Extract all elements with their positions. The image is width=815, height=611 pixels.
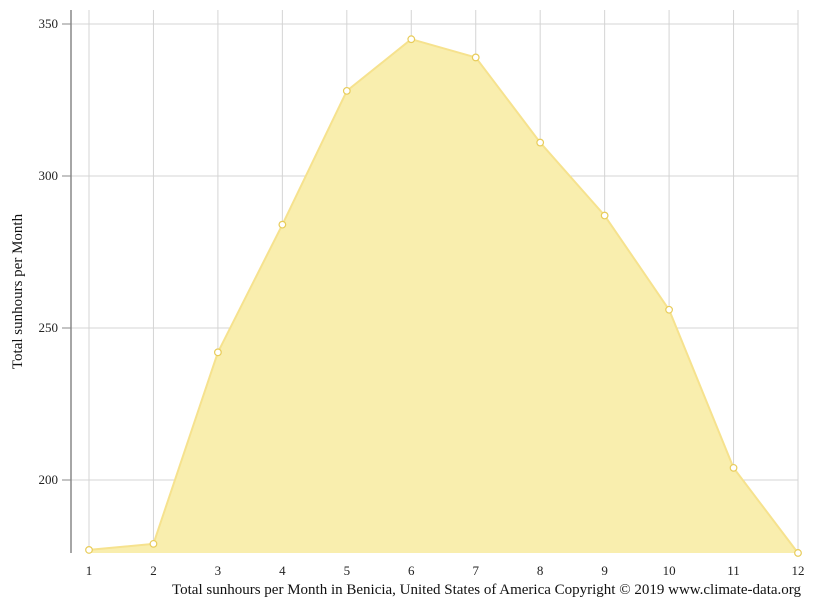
data-point-month-9 — [600, 211, 609, 220]
x-tick-label: 6 — [408, 563, 415, 578]
x-tick-label: 2 — [150, 563, 157, 578]
x-tick-label: 10 — [663, 563, 676, 578]
x-tick-label: 4 — [279, 563, 286, 578]
x-tick-label: 12 — [792, 563, 805, 578]
y-tick-label: 200 — [39, 472, 59, 487]
data-point-month-5 — [342, 86, 351, 95]
x-tick-label: 11 — [727, 563, 740, 578]
data-point-month-4 — [278, 220, 287, 229]
y-tick-labels: 200 250 300 350 — [39, 16, 71, 487]
data-point-month-6 — [407, 35, 416, 44]
y-tick-label: 250 — [39, 320, 59, 335]
data-markers — [85, 35, 802, 557]
x-tick-label: 5 — [344, 563, 351, 578]
data-point-month-8 — [536, 138, 545, 147]
data-point-month-3 — [214, 348, 222, 357]
y-axis-title: Total sunhours per Month — [10, 213, 26, 369]
chart-caption: Total sunhours per Month in Benicia, Uni… — [172, 582, 801, 598]
x-tick-label: 7 — [472, 563, 479, 578]
y-tick-label: 300 — [39, 168, 59, 183]
x-tick-label: 8 — [537, 563, 544, 578]
data-point-month-11 — [729, 463, 738, 472]
x-tick-label: 1 — [86, 563, 93, 578]
x-tick-label: 9 — [601, 563, 608, 578]
data-point-month-1 — [85, 546, 93, 554]
data-point-month-2 — [149, 539, 158, 548]
series-line — [88, 38, 799, 554]
data-point-month-10 — [665, 305, 673, 314]
area-fill — [89, 39, 798, 553]
data-point-month-12 — [794, 549, 802, 557]
data-point-month-7 — [471, 53, 480, 62]
y-tick-label: 350 — [39, 16, 59, 31]
x-tick-labels: 1 2 3 4 5 6 7 8 9 10 11 12 — [86, 563, 805, 578]
x-tick-label: 3 — [215, 563, 222, 578]
